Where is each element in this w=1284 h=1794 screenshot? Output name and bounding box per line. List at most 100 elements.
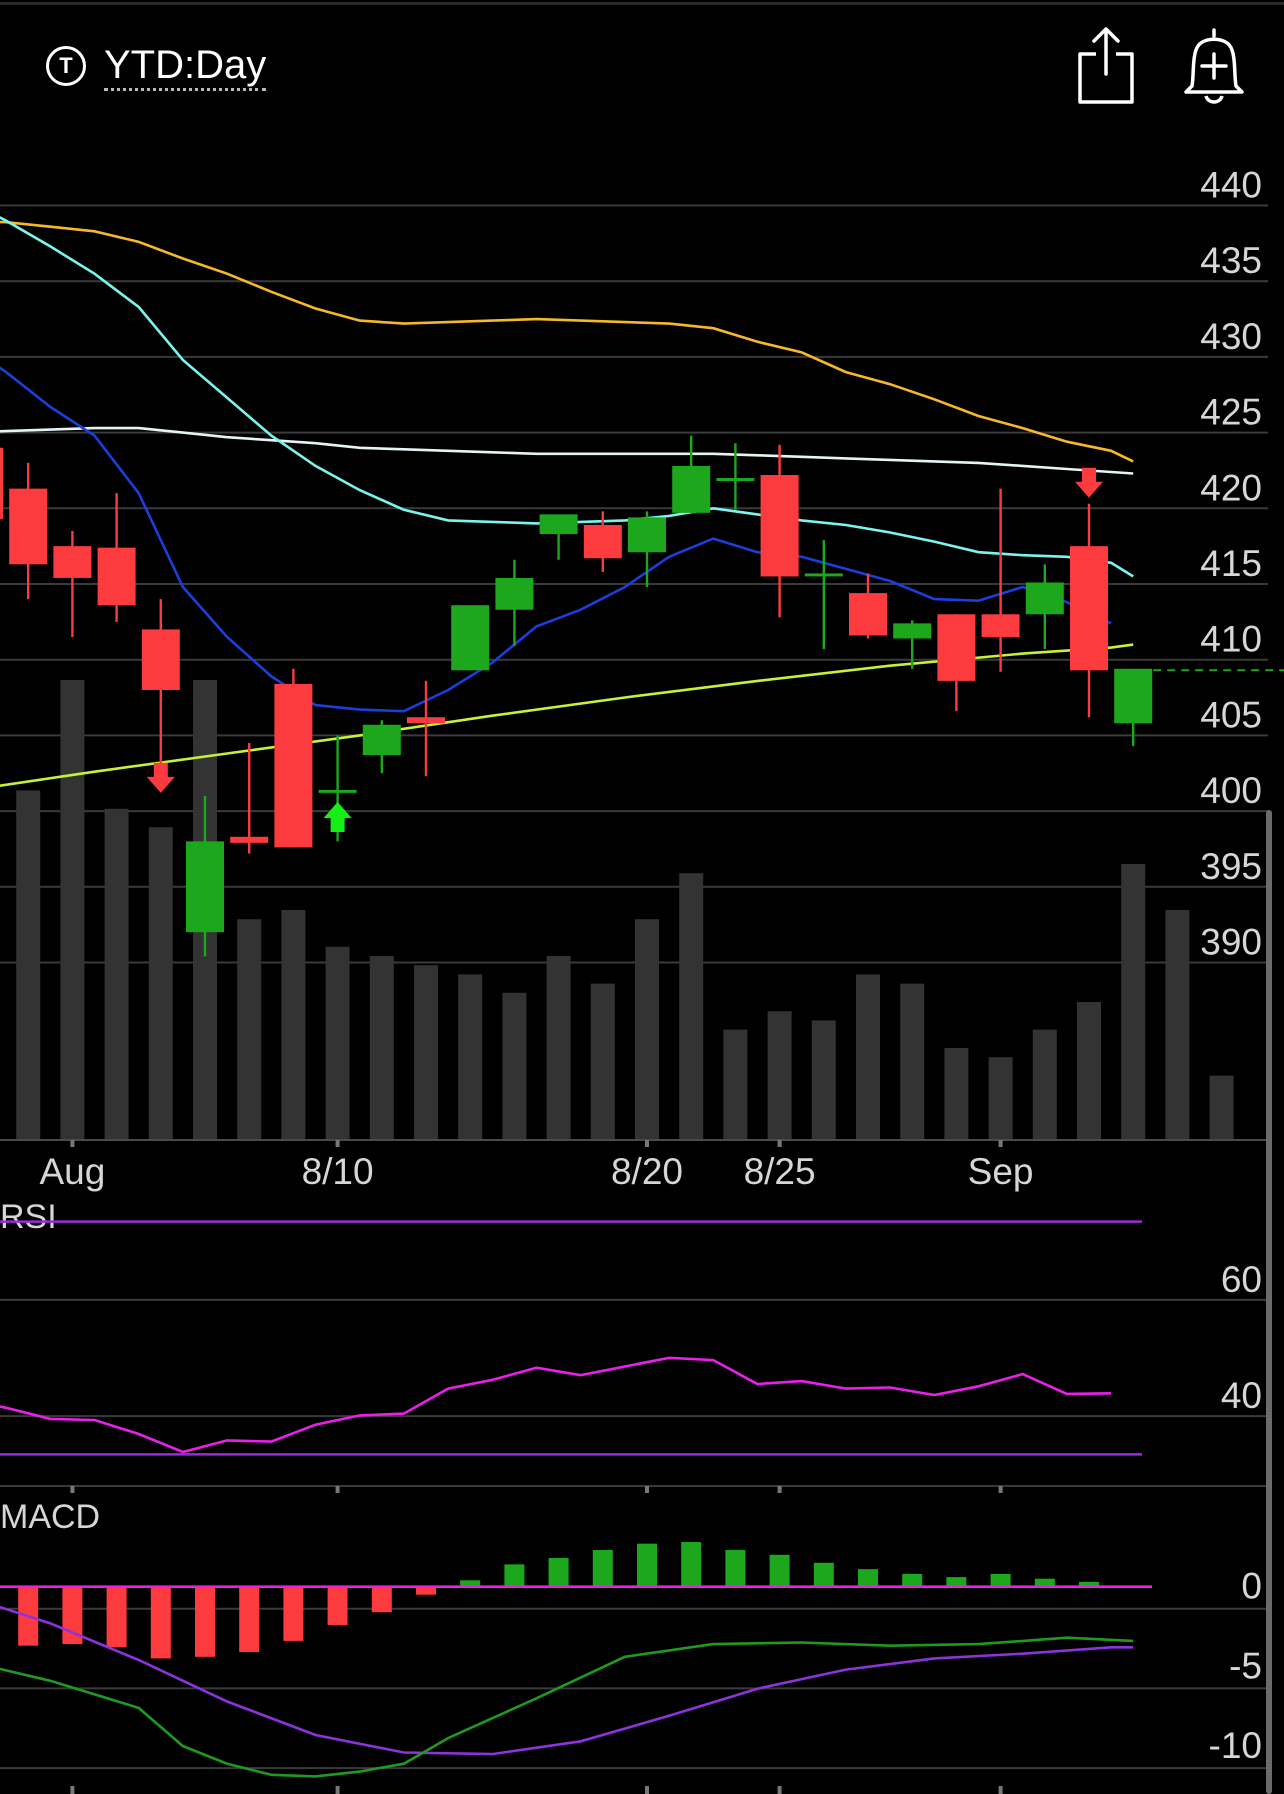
volume-bar	[856, 974, 880, 1140]
volume-bar	[679, 873, 704, 1140]
macd-histogram-bar	[592, 1550, 613, 1587]
rsi-title: RSI	[0, 1198, 57, 1236]
macd-histogram-bar	[239, 1586, 260, 1653]
price-tick-label: 435	[1200, 240, 1262, 281]
candle-body[interactable]	[893, 623, 932, 639]
volume-bar	[944, 1048, 969, 1140]
date-tick-label: 8/25	[744, 1151, 816, 1192]
signal-markers	[146, 467, 1103, 832]
macd-histogram-bar	[902, 1573, 923, 1587]
candle-body[interactable]	[53, 546, 92, 578]
candle-body[interactable]	[937, 614, 976, 681]
moving-average-line	[0, 643, 1134, 788]
chart-header: T YTD:Day	[0, 0, 1284, 130]
macd-histogram-bar	[327, 1586, 348, 1625]
ticker-logo-icon: T	[46, 46, 86, 86]
share-icon[interactable]	[1076, 26, 1136, 106]
macd-tick-label: -10	[1209, 1725, 1262, 1766]
macd-histogram-bar	[283, 1586, 304, 1641]
price-tick-label: 440	[1200, 165, 1262, 206]
price-tick-label: 415	[1200, 543, 1262, 584]
rsi-pane: RSI 60 40	[0, 1198, 1268, 1493]
date-axis: Aug 8/10 8/20 8/25 Sep	[39, 1140, 1034, 1192]
volume-bar	[1077, 1002, 1101, 1140]
timeframe-label[interactable]: YTD:Day	[104, 42, 267, 91]
volume-bar	[767, 1011, 792, 1140]
candle-body[interactable]	[849, 593, 887, 636]
macd-histogram-bar	[1079, 1581, 1099, 1587]
volume-bar	[104, 808, 129, 1140]
rsi-tick-label: 60	[1221, 1259, 1262, 1300]
candle-body[interactable]	[274, 683, 313, 848]
candle-body[interactable]	[407, 717, 445, 724]
macd-histogram-bar	[504, 1564, 525, 1587]
candlesticks[interactable]	[0, 435, 1284, 957]
candle-body[interactable]	[981, 614, 1020, 637]
macd-histogram-bar	[195, 1586, 215, 1657]
rsi-line	[0, 1356, 1112, 1454]
volume-bar	[1209, 1075, 1234, 1140]
volume-bar	[369, 956, 394, 1140]
candle-body[interactable]	[97, 547, 136, 606]
candle-body[interactable]	[318, 789, 357, 793]
macd-tick-label: 0	[1241, 1566, 1262, 1607]
candle-body[interactable]	[716, 478, 755, 482]
volume-bar	[502, 992, 527, 1140]
macd-histogram-bar	[725, 1550, 746, 1587]
candle-body[interactable]	[804, 573, 843, 577]
volume-bar	[414, 965, 438, 1140]
candle-body[interactable]	[230, 836, 269, 843]
date-tick-label: Aug	[39, 1151, 105, 1192]
candle-body[interactable]	[0, 447, 3, 519]
price-tick-label: 405	[1200, 694, 1262, 735]
candle-body[interactable]	[451, 605, 490, 671]
macd-line	[0, 1605, 1134, 1756]
candle-body[interactable]	[1070, 546, 1108, 671]
volume-bar	[16, 790, 41, 1140]
volume-bar	[325, 946, 350, 1140]
candle-body[interactable]	[141, 629, 180, 690]
volume-bar	[60, 680, 85, 1140]
macd-histogram-bar	[681, 1542, 702, 1587]
volume-bar	[281, 910, 306, 1140]
volume-bar	[635, 919, 659, 1140]
volume-bar	[458, 974, 483, 1140]
price-tick-label: 410	[1200, 619, 1262, 660]
candle-body[interactable]	[1114, 668, 1153, 724]
price-tick-label: 400	[1200, 770, 1262, 811]
volume-bar	[1165, 910, 1190, 1140]
scrollbar[interactable]	[1266, 810, 1272, 1794]
volume-bar	[723, 1029, 748, 1140]
volume-bar	[1032, 1029, 1057, 1140]
sell-signal-arrow	[146, 762, 175, 793]
candle-body[interactable]	[9, 488, 48, 565]
macd-title: MACD	[0, 1498, 100, 1536]
bell-plus-icon[interactable]	[1180, 24, 1248, 108]
macd-histogram-bar	[416, 1586, 436, 1595]
candle-body[interactable]	[495, 577, 534, 610]
candle-body[interactable]	[362, 724, 401, 756]
candle-body[interactable]	[186, 841, 224, 933]
candle-body[interactable]	[539, 514, 578, 535]
price-tick-label: 430	[1200, 316, 1262, 357]
moving-average-lines	[0, 216, 1134, 788]
price-tick-label: 425	[1200, 392, 1262, 433]
candle-body[interactable]	[583, 524, 622, 559]
volume-bar	[237, 919, 262, 1140]
macd-line	[0, 1636, 1134, 1778]
candle-body[interactable]	[760, 475, 799, 577]
volume-bar	[811, 1020, 836, 1140]
macd-histogram-bar	[858, 1569, 878, 1587]
ticker-glyph: T	[59, 53, 73, 78]
timeframe-selector[interactable]: T YTD:Day	[46, 40, 267, 92]
macd-histogram-bar	[150, 1586, 171, 1659]
macd-histogram-bar	[637, 1543, 657, 1587]
candle-body[interactable]	[628, 517, 666, 553]
price-tick-label: 420	[1200, 467, 1262, 508]
candle-body[interactable]	[672, 465, 711, 513]
candle-body[interactable]	[1025, 582, 1064, 615]
date-tick-label: 8/20	[611, 1151, 683, 1192]
macd-tick-label: -5	[1229, 1645, 1262, 1686]
macd-histogram-bar	[990, 1573, 1011, 1587]
